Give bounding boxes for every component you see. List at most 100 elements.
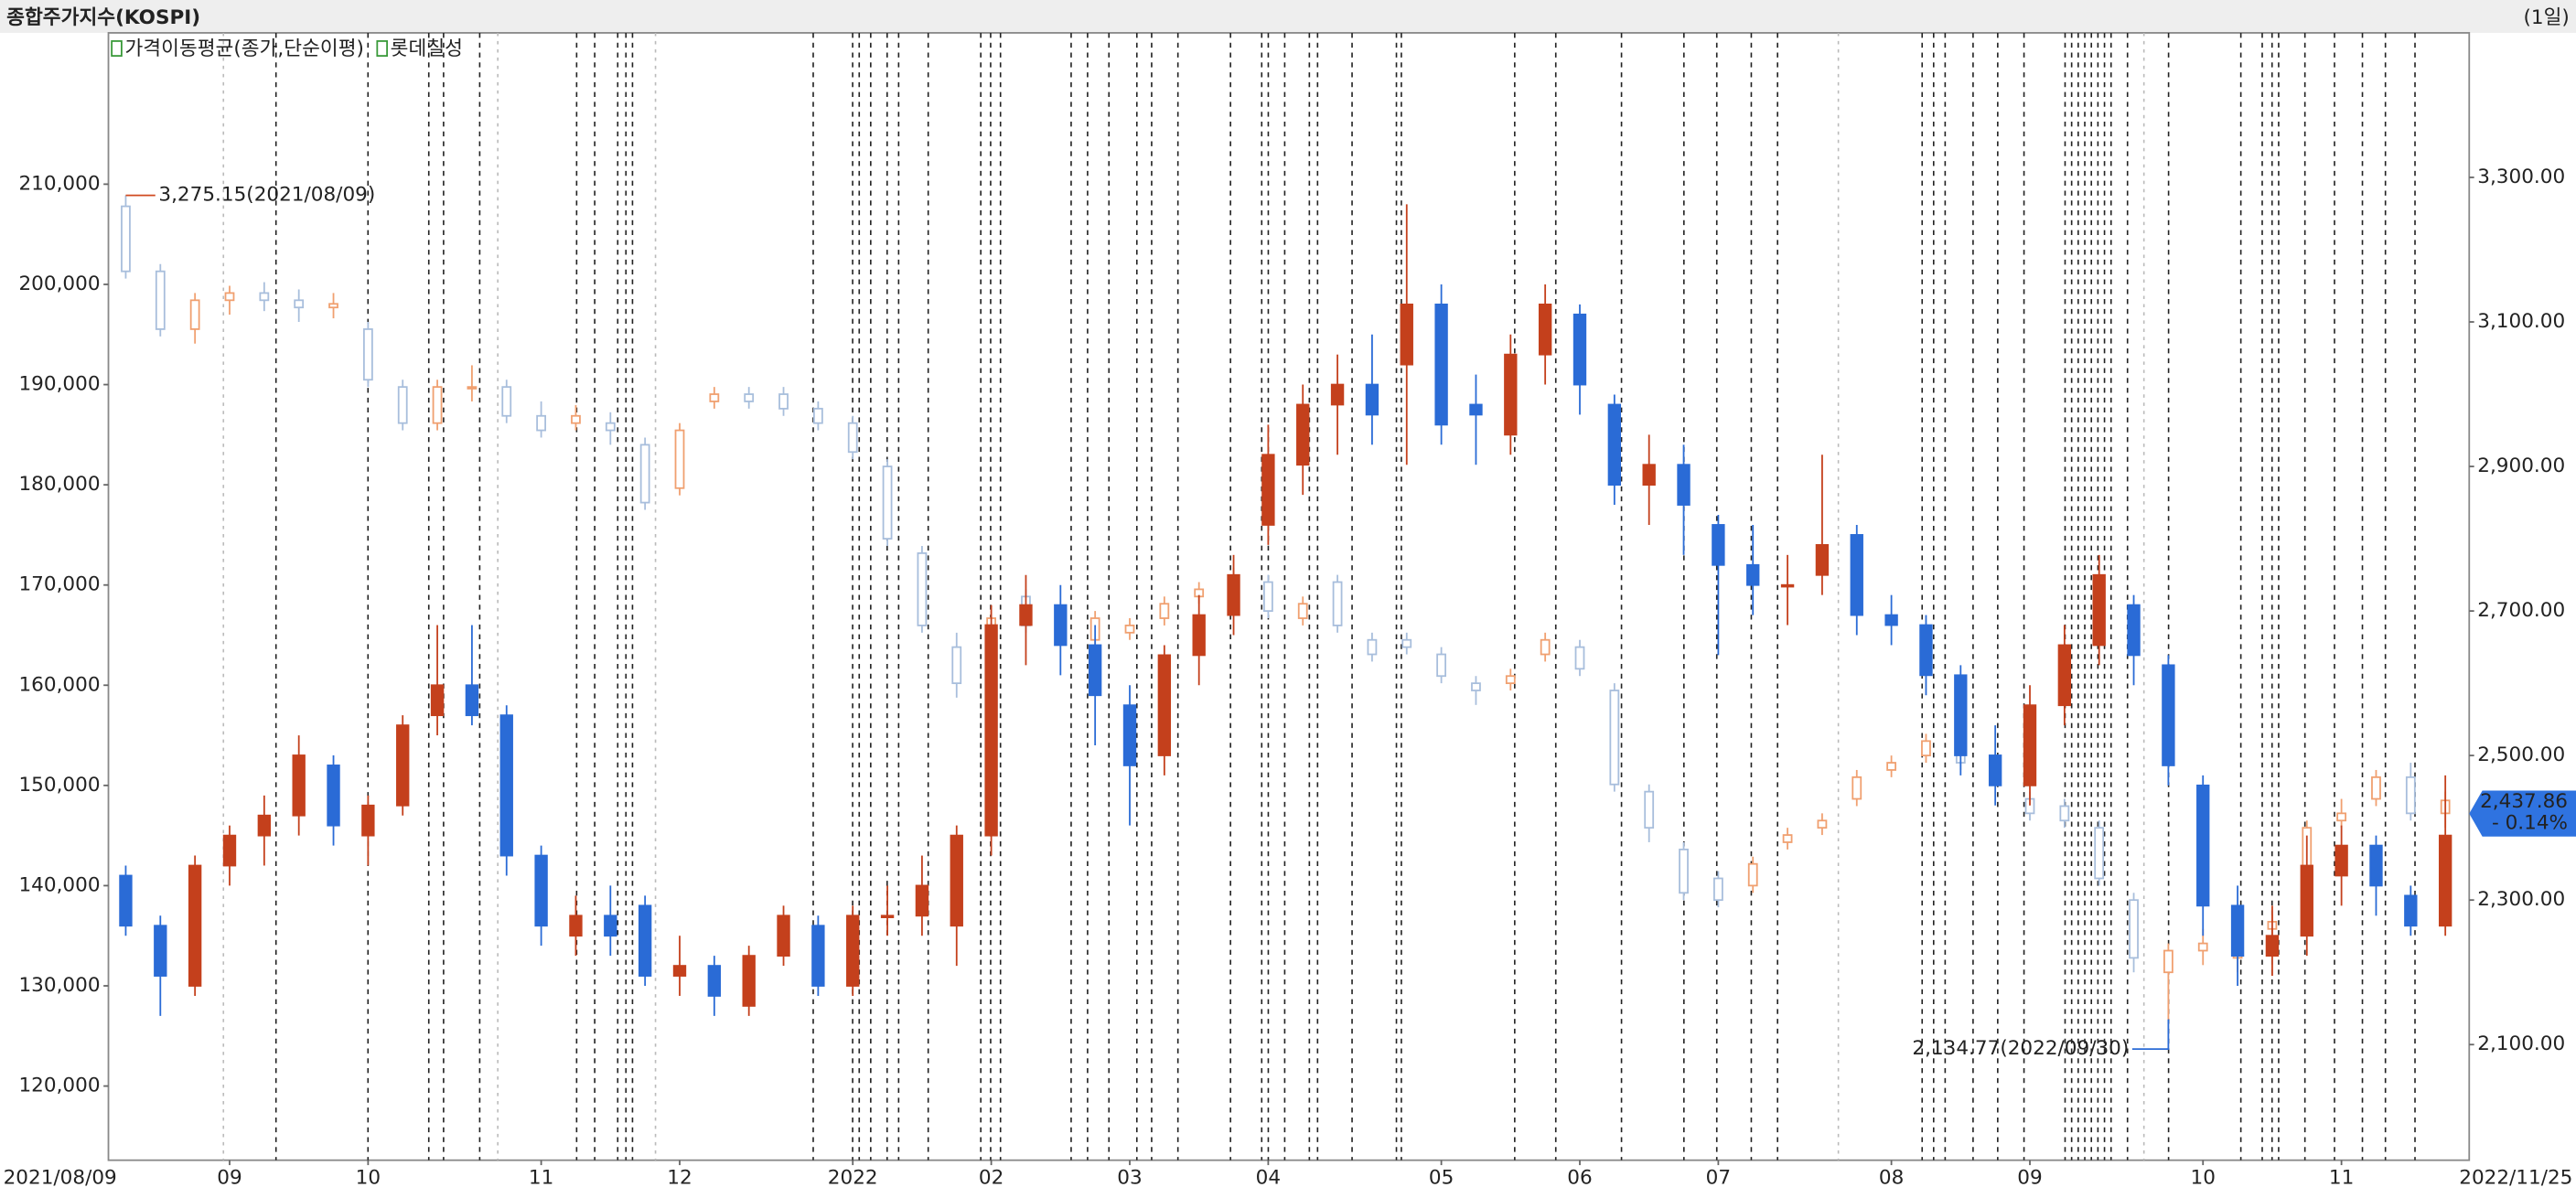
x-tick-label: 12 [667,1166,692,1189]
x-tick-label: 11 [2329,1166,2354,1189]
candle-body [917,551,928,626]
candle-body [2197,942,2208,952]
candle-body [1747,862,1758,887]
candle-body [1192,614,1206,657]
y2-tick-label: 2,300.00 [2477,888,2565,911]
annotation-label: 3,275.15(2021/08/09) [158,184,375,207]
candle-body [1712,877,1723,902]
candle-body [569,915,583,937]
candle-body [501,386,512,417]
candle-body [1505,675,1516,685]
x-tick-label: 03 [1117,1166,1142,1189]
header-bar [0,0,2576,33]
candle-body [1817,819,1828,829]
candle-body [847,422,858,454]
candle-body [1572,313,1587,386]
candle-body [396,724,410,807]
candle-body [672,965,687,977]
candle-body [499,714,513,857]
candle-body [1677,464,1690,506]
candle-body [1330,383,1345,406]
candle-body [1782,834,1793,843]
y2-tick-label: 2,500.00 [2477,743,2565,766]
candle-body [605,422,616,432]
candle-body [155,270,166,330]
candle-body [812,407,823,424]
candle-body [361,804,375,837]
candle-body [1540,638,1551,656]
candle-body [1607,403,1622,487]
candle-body [571,414,581,424]
candle-body [1988,754,2002,786]
x-tick-label: 07 [1706,1166,1731,1189]
candle-body [536,414,546,432]
candle-body [1227,573,1240,616]
x-tick-label: 08 [1879,1166,1904,1189]
candle-body [2230,904,2245,957]
candle-body [1574,646,1585,670]
candle-body [2369,844,2383,887]
candle-body [1367,638,1378,656]
x-tick-label: 2021/08/09 [4,1166,117,1189]
candle-body [638,904,652,977]
y-tick-label: 120,000 [18,1075,100,1097]
candle-body [121,205,131,273]
y-tick-label: 180,000 [18,473,100,496]
candle-body [882,465,893,540]
candle-body [2334,844,2348,877]
candle-body [1921,740,1931,757]
candle-body [432,386,443,424]
candle-body [1401,638,1412,648]
candle-body [2405,775,2416,815]
candle-body [674,429,685,489]
y2-tick-label: 2,100.00 [2477,1032,2565,1055]
candle-body [1642,464,1656,487]
candle-body [1712,524,1725,566]
candle-body [1122,704,1137,766]
candle-body [1436,653,1447,678]
candle-body [1609,690,1620,786]
candle-body [154,925,167,977]
candle-body [465,684,479,717]
candle-body [292,754,306,817]
candle-body [950,834,963,927]
annotation-line [2131,1019,2170,1051]
candle-body [1365,383,1379,416]
x-tick-label: 11 [529,1166,553,1189]
candle-body [1884,614,1898,626]
candle-body [257,814,272,837]
candle-body [1434,303,1448,426]
candle-body [846,915,860,987]
candle-body [1332,581,1343,626]
y-tick-label: 200,000 [18,273,100,295]
candle-body [1815,543,1830,576]
legend-swatch [111,40,123,57]
legend-label: 롯데칠성 [391,37,463,60]
candle-body [1746,563,1760,586]
candle-body [1088,644,1102,697]
annotation-label: 2,134.77(2022/09/30) [1912,1037,2129,1060]
candle-body [2057,644,2072,707]
candle-body [2023,704,2037,786]
candle-body [2300,864,2313,937]
candle-body [2196,784,2210,907]
candle-body [119,874,133,927]
candle-body [1262,581,1273,613]
candle-body [1538,303,1552,356]
candle-body [2092,573,2106,647]
y2-tick-label: 3,300.00 [2477,166,2565,188]
legend-swatch [376,40,389,57]
y-tick-label: 150,000 [18,774,100,797]
candle-body [1157,654,1172,756]
candle-body [467,386,478,390]
candle-body [1469,403,1483,416]
candle-body [362,328,373,381]
x-tick-label: 02 [979,1166,1004,1189]
candle-body [1400,303,1413,366]
candle-body [777,915,790,957]
candle-body [639,444,650,504]
candle-body [951,646,962,685]
y-tick-label: 210,000 [18,172,100,195]
candle-body [188,864,202,987]
